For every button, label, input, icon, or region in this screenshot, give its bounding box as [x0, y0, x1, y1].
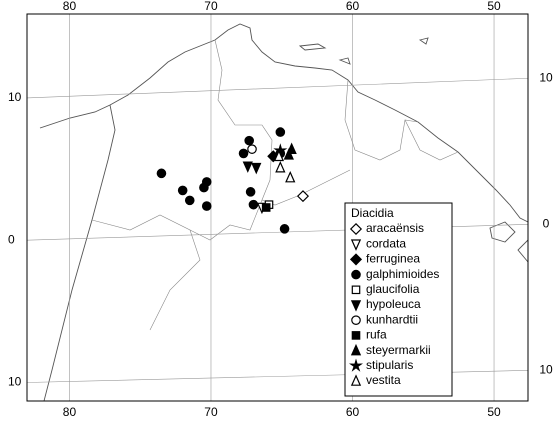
y2-tick-label: 0: [543, 216, 550, 230]
coastline: [489, 221, 529, 263]
point: [283, 148, 294, 160]
points: [156, 127, 310, 234]
point: [238, 148, 249, 159]
legend-marker: [350, 300, 362, 312]
legend-label: vestita: [366, 373, 401, 387]
point: [285, 170, 296, 183]
point: [156, 168, 167, 179]
point: [177, 185, 188, 196]
legend-label: kunhardtii: [366, 312, 418, 326]
legend-label: galphimioides: [366, 267, 439, 281]
island: [298, 37, 429, 65]
legend-label: aracaënsis: [366, 221, 424, 235]
y2-tick-label: 10: [539, 70, 553, 84]
point: [244, 135, 254, 146]
legend-marker: [349, 358, 363, 372]
legend-marker: [351, 285, 361, 295]
legend-label: rufa: [366, 328, 387, 342]
x-tick-label-top: 70: [204, 0, 218, 13]
legend-marker: [351, 315, 361, 325]
legend-label: glaucifolia: [366, 282, 420, 296]
legend-label: stipularis: [366, 358, 413, 372]
legend-label: steyermarkii: [366, 343, 431, 357]
point: [201, 201, 212, 211]
legend-marker: [349, 253, 363, 266]
legend-marker: [351, 269, 361, 280]
point: [275, 160, 286, 173]
legend-label: ferruginea: [366, 252, 420, 266]
point: [273, 149, 285, 162]
x-tick-label-top: 80: [63, 0, 77, 13]
coastline: [43, 104, 116, 402]
x-tick-label-top: 60: [346, 0, 360, 13]
point: [184, 195, 195, 206]
parallel: [26, 77, 529, 99]
y2-tick-label: 10: [539, 363, 553, 377]
x-tick-label-bottom: 60: [346, 405, 360, 419]
point: [261, 203, 271, 212]
legend-box: [344, 202, 453, 397]
border: [404, 119, 459, 161]
point: [296, 190, 310, 203]
border: [189, 199, 263, 241]
point: [247, 144, 257, 154]
legend-marker: [351, 331, 361, 340]
tick-labels: 80 80 70 70 60 60 50 50 10 0 10 10 0 10: [8, 0, 553, 419]
y-tick-label: 10: [8, 375, 22, 389]
legend-title: Diacidia: [351, 206, 394, 220]
legend-label: cordata: [366, 236, 406, 250]
legend-label: hypoleuca: [366, 297, 421, 311]
frame: [26, 13, 529, 402]
point: [273, 143, 288, 157]
point: [251, 162, 262, 175]
y-tick-label: 0: [8, 232, 15, 246]
point: [245, 187, 256, 197]
legend-marker: [350, 239, 362, 251]
x-tick-label-bottom: 50: [487, 405, 501, 419]
legend-marker: [350, 343, 362, 356]
legend-marker: [349, 222, 363, 236]
y-tick-label: 10: [8, 90, 22, 104]
legend-marker: [350, 374, 362, 386]
point: [275, 127, 286, 137]
x-tick-label-bottom: 70: [204, 405, 218, 419]
x-tick-label-top: 50: [487, 0, 501, 13]
point: [201, 177, 212, 187]
point: [248, 199, 259, 210]
x-tick-label-bottom: 80: [63, 405, 77, 419]
point: [279, 224, 290, 234]
point: [242, 161, 253, 173]
